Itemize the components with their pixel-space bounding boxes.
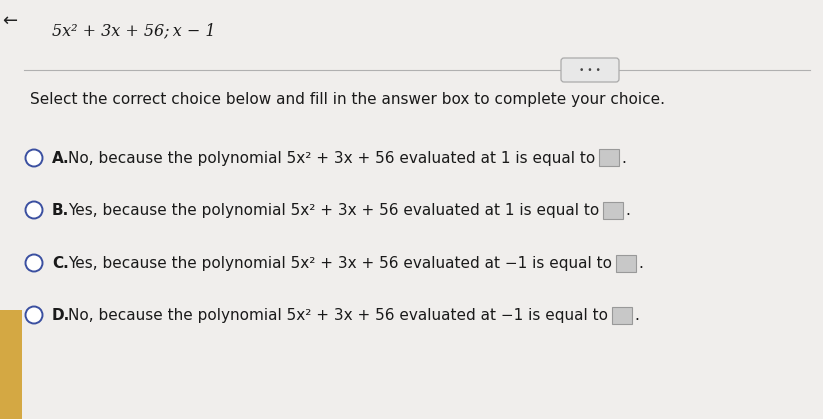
Text: .: . (621, 150, 626, 166)
Text: C.: C. (52, 256, 69, 271)
Text: D.: D. (52, 308, 70, 323)
Text: .: . (634, 308, 639, 323)
Text: ←: ← (2, 12, 17, 30)
Text: A.: A. (52, 150, 70, 166)
Circle shape (26, 254, 43, 272)
FancyBboxPatch shape (616, 254, 636, 272)
FancyBboxPatch shape (603, 202, 623, 218)
Text: Yes, because the polynomial 5x² + 3x + 56 evaluated at 1 is equal to: Yes, because the polynomial 5x² + 3x + 5… (68, 202, 599, 217)
Circle shape (26, 202, 43, 218)
Text: • • •: • • • (579, 66, 601, 75)
FancyBboxPatch shape (599, 150, 619, 166)
Text: No, because the polynomial 5x² + 3x + 56 evaluated at −1 is equal to: No, because the polynomial 5x² + 3x + 56… (68, 308, 608, 323)
Text: 5x² + 3x + 56; x − 1: 5x² + 3x + 56; x − 1 (52, 22, 216, 39)
FancyBboxPatch shape (612, 307, 632, 323)
FancyBboxPatch shape (561, 58, 619, 82)
Circle shape (26, 150, 43, 166)
Text: B.: B. (52, 202, 69, 217)
Text: Yes, because the polynomial 5x² + 3x + 56 evaluated at −1 is equal to: Yes, because the polynomial 5x² + 3x + 5… (68, 256, 612, 271)
Text: No, because the polynomial 5x² + 3x + 56 evaluated at 1 is equal to: No, because the polynomial 5x² + 3x + 56… (68, 150, 595, 166)
Circle shape (26, 307, 43, 323)
Text: Select the correct choice below and fill in the answer box to complete your choi: Select the correct choice below and fill… (30, 92, 665, 107)
Text: .: . (638, 256, 643, 271)
Bar (0, 310, 22, 419)
Text: .: . (625, 202, 630, 217)
